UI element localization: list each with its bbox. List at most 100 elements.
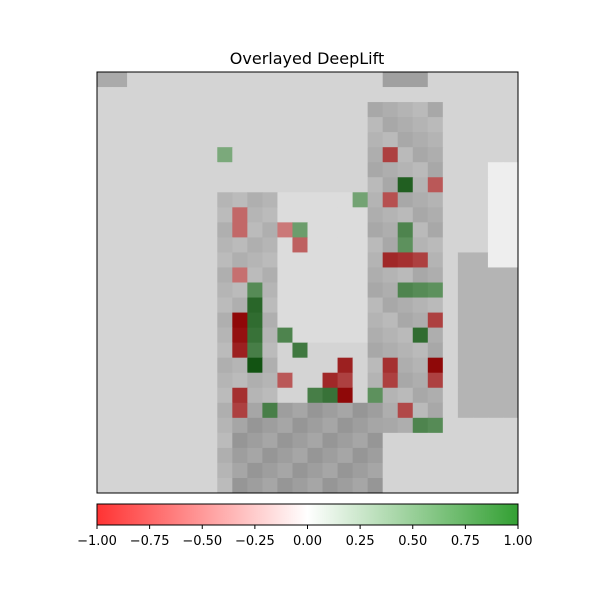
heatmap-cell <box>292 147 308 163</box>
heatmap-cell <box>247 402 263 419</box>
heatmap-cell <box>247 417 263 434</box>
heatmap-cell <box>427 132 444 148</box>
heatmap-cell <box>397 462 414 479</box>
heatmap-cell <box>292 327 308 344</box>
heatmap-cell <box>397 312 414 329</box>
colorbar-tick-label: −1.00 <box>77 534 117 549</box>
heatmap-cell <box>112 387 128 404</box>
heatmap-cell <box>442 117 459 133</box>
heatmap-cell <box>157 342 173 359</box>
heatmap-cell <box>322 432 339 449</box>
heatmap-cell <box>232 147 248 163</box>
heatmap-cell <box>97 147 113 163</box>
heatmap-cell <box>187 357 203 374</box>
heatmap-cell <box>487 402 504 419</box>
heatmap-cell <box>262 342 278 359</box>
heatmap-cell <box>277 387 293 404</box>
heatmap-cell <box>157 132 173 148</box>
heatmap-cell <box>292 207 308 223</box>
heatmap-cell <box>457 372 474 389</box>
heatmap-cell <box>307 372 324 389</box>
heatmap-cell <box>427 117 444 133</box>
heatmap-cell <box>352 447 369 464</box>
heatmap-cell <box>367 387 384 404</box>
heatmap-cell <box>427 282 444 299</box>
heatmap-cell <box>277 162 293 178</box>
heatmap-cell <box>397 72 414 88</box>
heatmap-cell <box>322 312 339 329</box>
heatmap-cell <box>352 297 369 314</box>
heatmap-cell <box>397 192 414 208</box>
heatmap-cell <box>292 402 308 419</box>
heatmap-cell <box>367 237 384 253</box>
heatmap-cell <box>157 177 173 193</box>
heatmap-cell <box>367 312 384 329</box>
heatmap-cell <box>187 477 203 494</box>
heatmap-cell <box>307 387 324 404</box>
colorbar-tick-label: −0.75 <box>130 534 170 549</box>
heatmap-cell <box>487 477 504 494</box>
heatmap-cell <box>112 432 128 449</box>
heatmap-cell <box>472 177 489 193</box>
heatmap-cell <box>97 447 113 464</box>
heatmap-cell <box>187 312 203 329</box>
heatmap-cell <box>397 282 414 299</box>
heatmap-cell <box>187 87 203 103</box>
heatmap-cell <box>442 327 459 344</box>
heatmap-cell <box>337 327 354 344</box>
heatmap-cell <box>217 252 233 268</box>
heatmap-cell <box>262 72 278 88</box>
heatmap-cell <box>292 72 308 88</box>
heatmap-cell <box>292 282 308 299</box>
heatmap-cell <box>217 72 233 88</box>
heatmap-cell <box>397 132 414 148</box>
heatmap-cell <box>247 147 263 163</box>
heatmap-cell <box>307 207 324 223</box>
heatmap-cell <box>472 417 489 434</box>
chart-title: Overlayed DeepLift <box>230 49 384 68</box>
heatmap-cell <box>502 162 519 178</box>
heatmap-cell <box>397 162 414 178</box>
heatmap-cell <box>277 402 293 419</box>
heatmap-cell <box>232 87 248 103</box>
heatmap-cell <box>187 237 203 253</box>
heatmap-cell <box>202 147 218 163</box>
heatmap-cell <box>202 372 218 389</box>
heatmap-cell <box>337 462 354 479</box>
heatmap-cell <box>382 432 399 449</box>
heatmap-cell <box>172 72 188 88</box>
heatmap-cell <box>247 297 263 314</box>
heatmap-cell <box>142 282 158 299</box>
heatmap-cell <box>172 477 188 494</box>
heatmap-cell <box>367 342 384 359</box>
heatmap-cell <box>457 222 474 238</box>
heatmap-cell <box>487 87 504 103</box>
heatmap-cell <box>442 267 459 283</box>
heatmap-cell <box>457 117 474 133</box>
heatmap-cell <box>262 267 278 283</box>
heatmap-cell <box>337 387 354 404</box>
heatmap-cell <box>112 192 128 208</box>
heatmap-cell <box>322 357 339 374</box>
heatmap-cell <box>142 132 158 148</box>
heatmap-cell <box>292 117 308 133</box>
heatmap-cell <box>262 357 278 374</box>
heatmap-cell <box>382 222 399 238</box>
heatmap-cell <box>487 207 504 223</box>
heatmap-cell <box>427 447 444 464</box>
heatmap-cell <box>127 447 143 464</box>
heatmap-cell <box>322 297 339 314</box>
heatmap-cell <box>382 297 399 314</box>
heatmap-cell <box>322 327 339 344</box>
heatmap-cell <box>232 327 248 344</box>
heatmap-cell <box>487 312 504 329</box>
heatmap-cell <box>382 72 399 88</box>
heatmap-cell <box>397 207 414 223</box>
heatmap-cell <box>187 447 203 464</box>
heatmap-cell <box>172 252 188 268</box>
heatmap-cell <box>247 342 263 359</box>
heatmap-cell <box>427 102 444 118</box>
heatmap-cell <box>172 372 188 389</box>
heatmap-cell <box>217 102 233 118</box>
heatmap-cell <box>292 372 308 389</box>
